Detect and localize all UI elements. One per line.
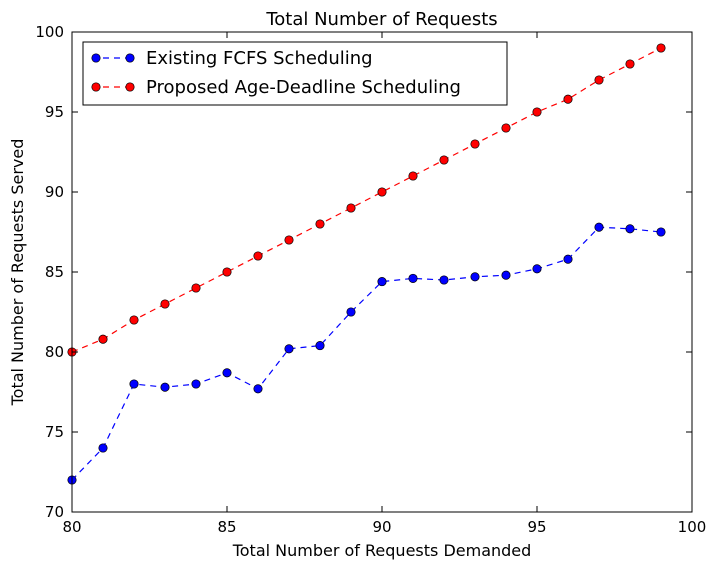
x-tick-label: 100 bbox=[678, 518, 707, 536]
y-tick-label: 90 bbox=[45, 183, 64, 201]
data-point bbox=[253, 251, 263, 261]
data-point bbox=[563, 94, 573, 104]
plot-area bbox=[67, 43, 666, 485]
legend: Existing FCFS Scheduling Proposed Age-Dea… bbox=[82, 41, 508, 106]
data-point bbox=[532, 107, 542, 117]
data-point bbox=[408, 273, 418, 283]
y-tick-label: 70 bbox=[45, 503, 64, 521]
data-point bbox=[656, 227, 666, 237]
x-axis-title: Total Number of Requests Demanded bbox=[232, 541, 532, 560]
data-point bbox=[284, 344, 294, 354]
legend-marker-1 bbox=[91, 53, 101, 63]
data-point bbox=[470, 139, 480, 149]
data-point bbox=[346, 203, 356, 213]
data-point bbox=[408, 171, 418, 181]
data-point bbox=[253, 384, 263, 394]
y-tick-label: 100 bbox=[35, 23, 64, 41]
x-tick-label: 85 bbox=[217, 518, 236, 536]
legend-label-2: Proposed Age-Deadline Scheduling bbox=[146, 77, 461, 98]
x-tick-label: 80 bbox=[62, 518, 81, 536]
legend-marker-2 bbox=[91, 82, 101, 92]
data-point bbox=[501, 123, 511, 133]
y-tick-label: 95 bbox=[45, 103, 64, 121]
data-point bbox=[191, 283, 201, 293]
y-tick-label: 75 bbox=[45, 423, 64, 441]
data-point bbox=[191, 379, 201, 389]
x-tick-label: 90 bbox=[372, 518, 391, 536]
data-point bbox=[501, 270, 511, 280]
data-point bbox=[377, 187, 387, 197]
data-point bbox=[98, 334, 108, 344]
data-point bbox=[532, 264, 542, 274]
data-point bbox=[594, 222, 604, 232]
x-tick-label: 95 bbox=[527, 518, 546, 536]
data-point bbox=[377, 277, 387, 287]
data-point bbox=[98, 443, 108, 453]
data-point bbox=[594, 75, 604, 85]
data-point bbox=[625, 59, 635, 69]
data-point bbox=[160, 382, 170, 392]
y-tick-label: 85 bbox=[45, 263, 64, 281]
data-point bbox=[222, 267, 232, 277]
data-point bbox=[160, 299, 170, 309]
x-axis: 80 85 90 95 100 bbox=[62, 32, 706, 536]
data-point bbox=[315, 219, 325, 229]
data-point bbox=[470, 272, 480, 282]
y-tick-label: 80 bbox=[45, 343, 64, 361]
data-point bbox=[222, 368, 232, 378]
legend-label-1: Existing FCFS Scheduling bbox=[146, 48, 373, 69]
data-point bbox=[129, 379, 139, 389]
data-point bbox=[563, 254, 573, 264]
series-line-1 bbox=[71, 226, 662, 481]
y-axis-title: Total Number of Requests Served bbox=[8, 139, 27, 407]
data-point bbox=[656, 43, 666, 53]
chart-title: Total Number of Requests bbox=[265, 9, 497, 30]
data-point bbox=[315, 341, 325, 351]
data-point bbox=[439, 275, 449, 285]
legend-box bbox=[82, 41, 508, 106]
series-line-2 bbox=[71, 47, 662, 353]
legend-marker-1 bbox=[125, 53, 135, 63]
data-point bbox=[346, 307, 356, 317]
legend-marker-2 bbox=[125, 82, 135, 92]
data-point bbox=[284, 235, 294, 245]
data-point bbox=[439, 155, 449, 165]
data-point bbox=[129, 315, 139, 325]
data-point bbox=[625, 224, 635, 234]
y-axis: 70 75 80 85 90 95 100 bbox=[35, 23, 692, 521]
